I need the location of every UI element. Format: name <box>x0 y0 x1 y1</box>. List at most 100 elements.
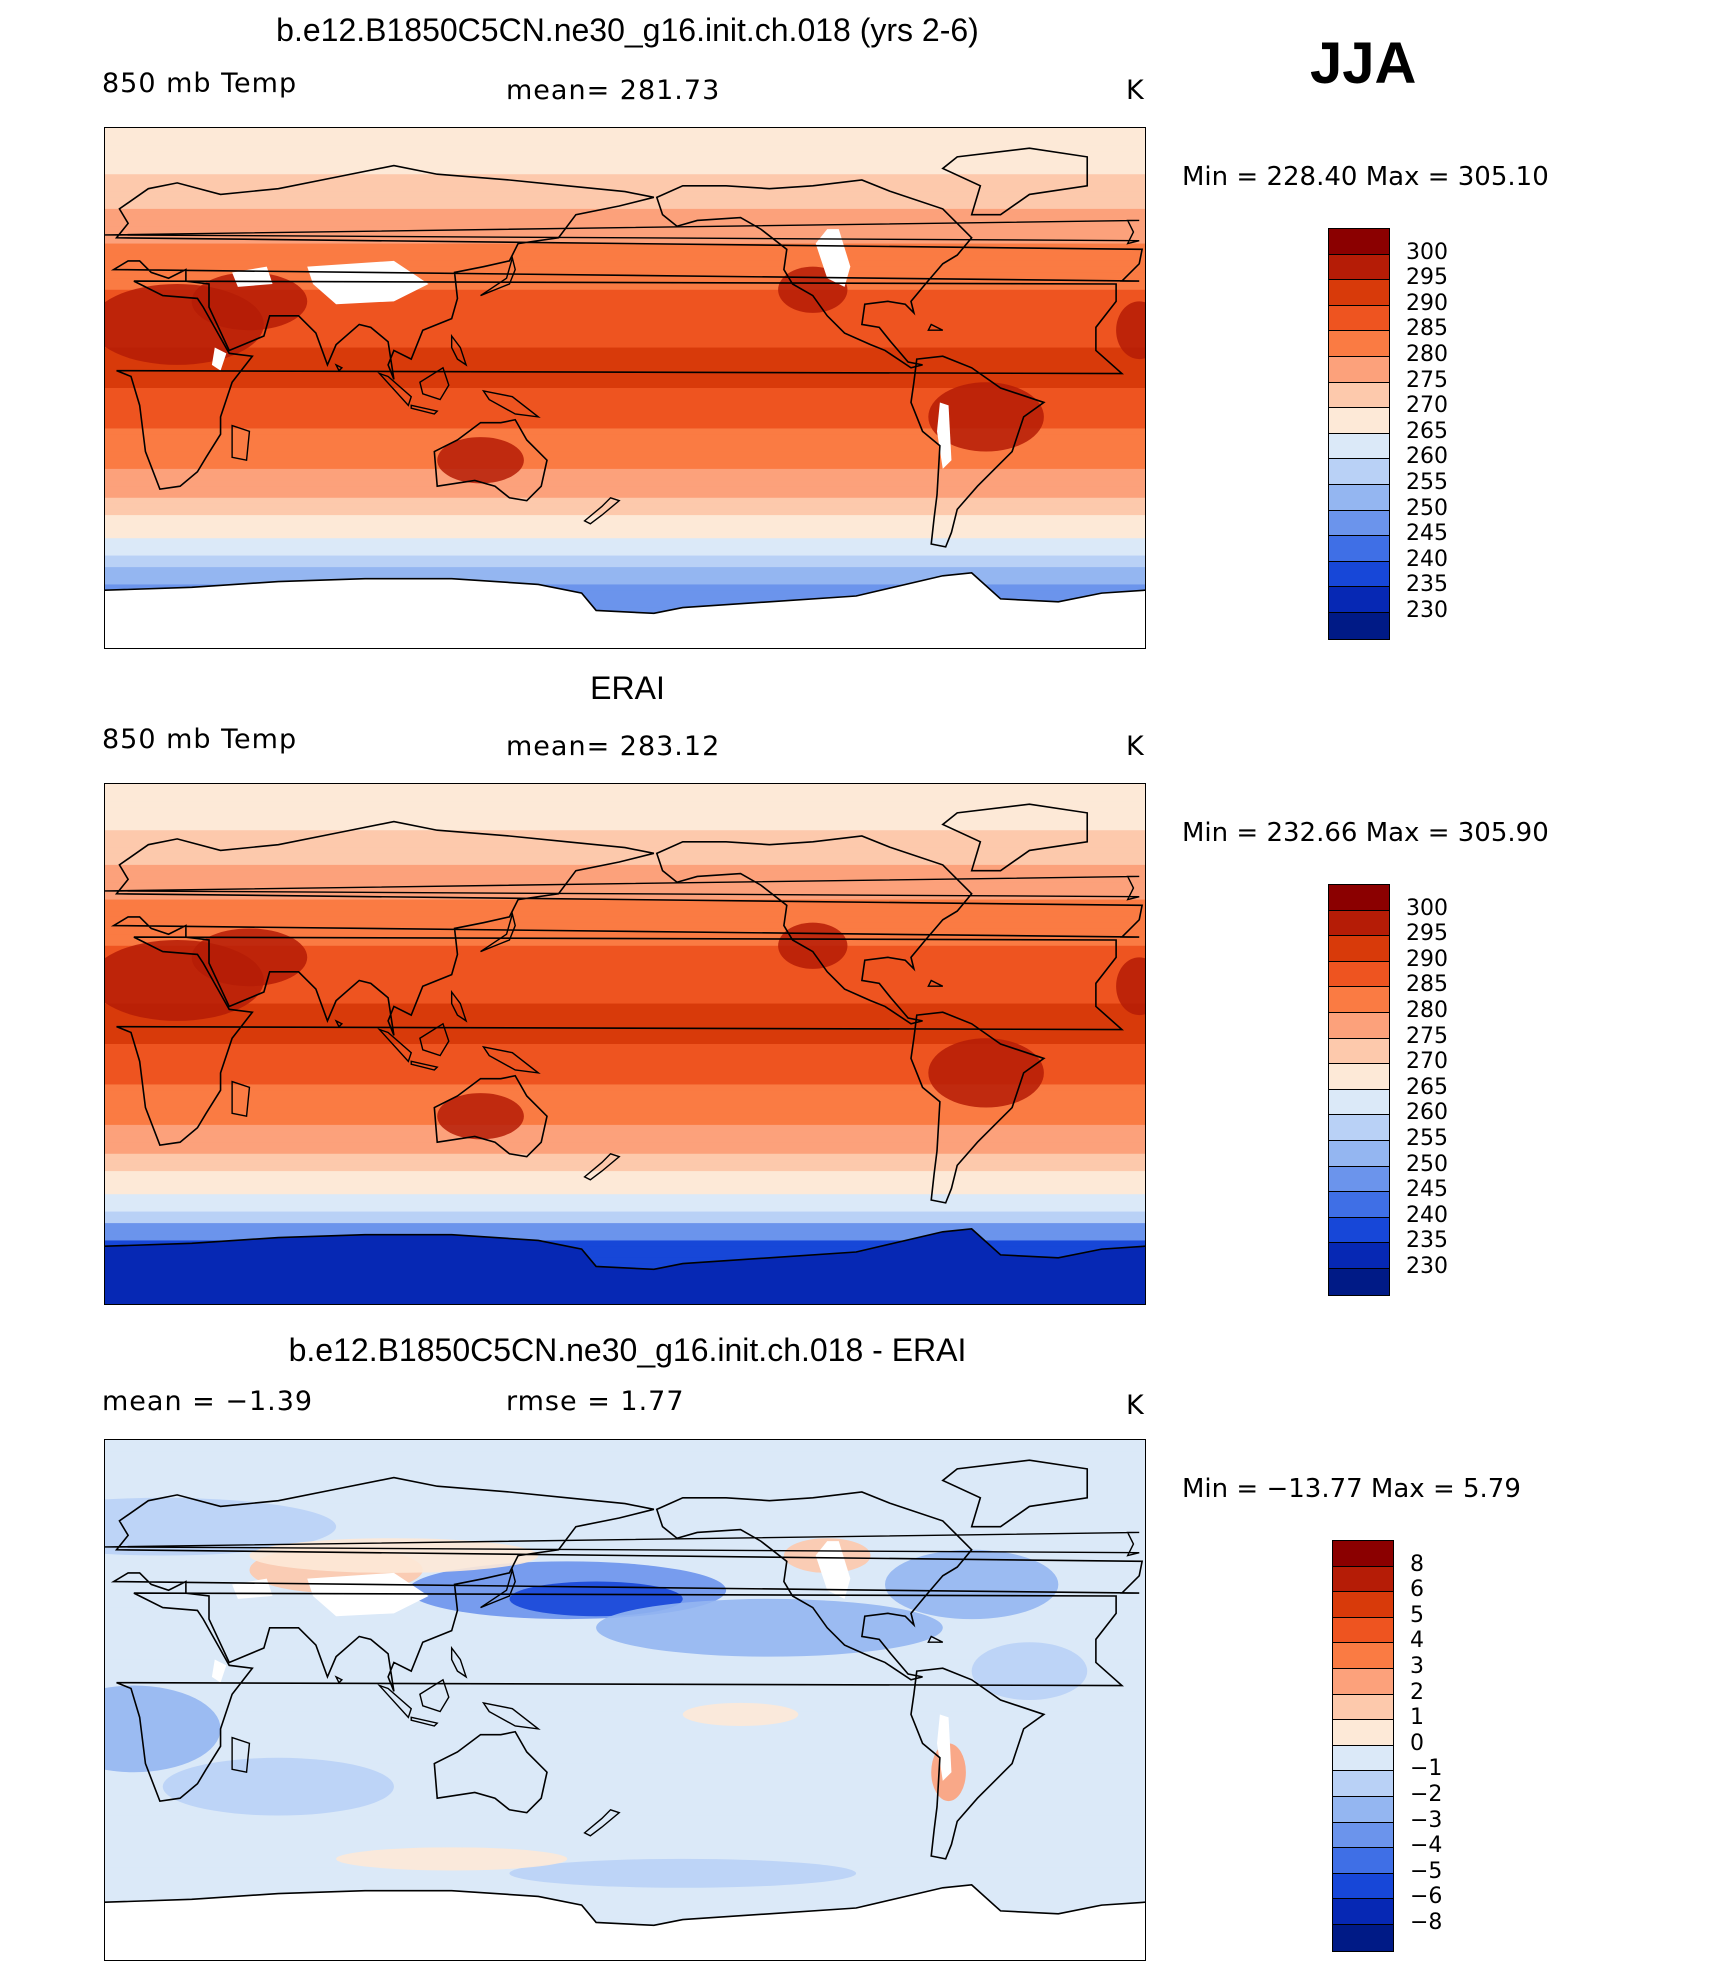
panel2-mean-label: mean= 283.12 <box>506 731 721 762</box>
temperature-band <box>105 226 1145 233</box>
temperature-band <box>105 249 1145 256</box>
coastline-island <box>377 372 413 407</box>
temperature-band <box>105 185 1145 193</box>
colorbar-tick-label: 265 <box>1406 1074 1448 1100</box>
colorbar-tick-label: 5 <box>1410 1602 1424 1628</box>
temperature-band <box>105 1890 1145 1898</box>
antarctica-region <box>105 1228 1145 1304</box>
colorbar-tick-label: −2 <box>1410 1782 1443 1807</box>
temperature-band <box>105 128 1145 135</box>
colorbar-swatch <box>1333 1668 1393 1695</box>
temperature-band <box>105 480 1145 487</box>
colorbar-tick-label: 240 <box>1406 546 1448 572</box>
anomaly-region <box>249 1538 539 1573</box>
temperature-band <box>105 486 1145 493</box>
temperature-band <box>105 376 1145 383</box>
coastline-island <box>410 1060 439 1071</box>
colorbar-tick-label: 8 <box>1410 1551 1424 1577</box>
temperature-band <box>105 1642 1145 1649</box>
temperature-band <box>105 596 1145 603</box>
temperature-band <box>105 1682 1145 1690</box>
colorbar-tick-label: 275 <box>1406 1023 1448 1049</box>
coastline-island <box>481 1045 541 1074</box>
temperature-band <box>105 266 1145 274</box>
colorbar-swatch <box>1329 382 1389 409</box>
temperature-band <box>105 463 1145 470</box>
temperature-band <box>105 1717 1145 1724</box>
temperature-band <box>105 934 1145 941</box>
temperature-band <box>105 324 1145 331</box>
colorbar-swatch <box>1329 587 1389 613</box>
temperature-band <box>105 824 1145 831</box>
temperature-band <box>105 1003 1145 1010</box>
temperature-band <box>105 1124 1145 1132</box>
temperature-band <box>105 503 1145 510</box>
temperature-band <box>105 445 1145 453</box>
temperature-band <box>105 784 1145 791</box>
colorbar-swatch <box>1333 1745 1393 1772</box>
temperature-band <box>105 468 1145 476</box>
temperature-band <box>105 905 1145 912</box>
temperature-band <box>105 963 1145 970</box>
temperature-band <box>105 526 1145 534</box>
hot-region <box>928 1038 1044 1108</box>
colorbar-swatch <box>1333 1643 1393 1669</box>
colorbar-tick-label: 265 <box>1406 418 1448 444</box>
temperature-band <box>105 945 1145 953</box>
temperature-band <box>105 214 1145 222</box>
temperature-band <box>105 841 1145 849</box>
coastline-island <box>480 911 516 953</box>
colorbar-tick-label: 1 <box>1410 1705 1424 1731</box>
temperature-band <box>105 968 1145 976</box>
panel3-colorbar <box>1332 1540 1394 1952</box>
masked-terrain <box>211 347 227 371</box>
temperature-band <box>105 1798 1145 1805</box>
temperature-band <box>105 284 1145 291</box>
temperature-band <box>105 520 1145 528</box>
colorbar-tick-label: 2 <box>1410 1679 1424 1705</box>
colorbar-swatch <box>1333 1720 1393 1746</box>
colorbar-tick-label: 255 <box>1406 1126 1448 1151</box>
coastline-namerica <box>655 835 973 1025</box>
hot-region <box>1116 957 1145 1016</box>
temperature-band <box>105 474 1145 482</box>
panel3-units-label: K <box>1126 1390 1145 1421</box>
temperature-band <box>105 497 1145 505</box>
temperature-band <box>105 1705 1145 1713</box>
masked-terrain <box>815 1541 851 1599</box>
temperature-band <box>105 359 1145 366</box>
colorbar-tick-label: −6 <box>1410 1884 1443 1910</box>
temperature-band <box>105 1130 1145 1138</box>
temperature-band <box>105 457 1145 464</box>
temperature-band <box>105 1919 1145 1926</box>
coastline-samerica <box>910 355 1046 548</box>
temperature-band <box>105 1188 1145 1195</box>
temperature-band <box>105 1153 1145 1161</box>
temperature-band <box>105 538 1145 545</box>
colorbar-swatch <box>1329 561 1389 588</box>
temperature-band <box>105 139 1145 146</box>
temperature-band <box>105 544 1145 551</box>
coastline-island <box>481 389 541 418</box>
colorbar-tick-label: 260 <box>1406 1100 1448 1126</box>
temperature-band <box>105 1676 1145 1684</box>
panel3-title: b.e12.B1850C5CN.ne30_g16.init.ch.018 - E… <box>288 1332 967 1368</box>
coastline-eurasia <box>110 1476 1144 1692</box>
temperature-band <box>105 1532 1145 1539</box>
temperature-band <box>105 428 1145 435</box>
temperature-band <box>105 1246 1145 1253</box>
temperature-band <box>105 940 1145 947</box>
temperature-band <box>105 1032 1145 1039</box>
coastline-antarctica <box>105 1228 1145 1271</box>
temperature-band <box>105 1451 1145 1458</box>
colorbar-tick-label: 245 <box>1406 1177 1448 1203</box>
temperature-band <box>105 255 1145 262</box>
coastline-island <box>334 1675 344 1684</box>
temperature-band <box>105 1165 1145 1172</box>
colorbar-swatch <box>1329 484 1389 511</box>
temperature-band <box>105 1148 1145 1155</box>
colorbar-tick-label: 250 <box>1406 495 1448 521</box>
colorbar-swatch <box>1329 1115 1389 1141</box>
coastline-island <box>450 333 468 367</box>
colorbar-tick-label: 290 <box>1406 946 1448 972</box>
